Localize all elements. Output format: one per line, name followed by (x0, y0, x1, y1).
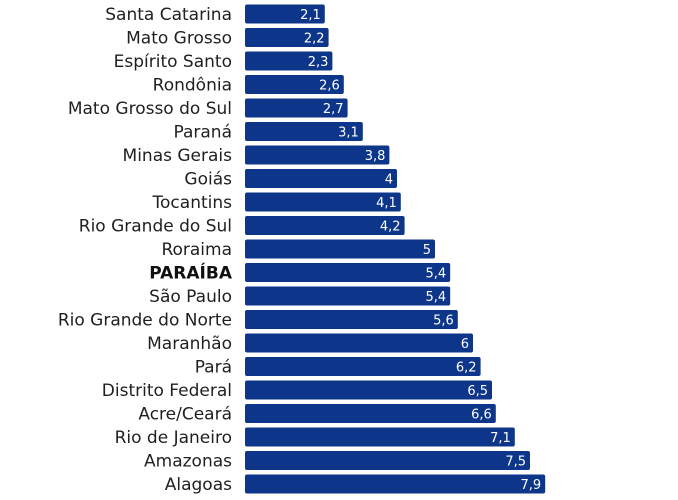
category-label-7: Goiás (184, 170, 232, 190)
value-label-15: 6,2 (456, 361, 477, 376)
value-label-20: 7,9 (521, 478, 542, 493)
value-label-14: 6 (461, 337, 469, 352)
bar-12 (245, 286, 451, 306)
category-label-4: Mato Grosso do Sul (68, 99, 232, 119)
value-label-8: 4,1 (376, 196, 397, 211)
bar-3 (245, 75, 344, 94)
bar-0 (245, 4, 325, 24)
category-label-16: Distrito Federal (102, 381, 232, 401)
value-label-3: 2,6 (319, 79, 340, 94)
bar-6 (245, 145, 390, 165)
category-label-3: Rondônia (153, 76, 232, 96)
bar-11 (245, 263, 451, 282)
category-label-19: Amazonas (144, 452, 232, 472)
bar-7 (245, 169, 397, 188)
category-label-1: Mato Grosso (126, 29, 232, 49)
value-label-17: 6,6 (471, 408, 492, 423)
value-label-18: 7,1 (490, 431, 511, 446)
bar-5 (245, 122, 363, 141)
category-labels-group: Santa Catarina Mato Grosso Espírito Santo R… (58, 5, 233, 495)
value-label-16: 6,5 (467, 384, 488, 399)
bar-17 (245, 404, 496, 423)
category-label-13: Rio Grande do Norte (58, 311, 232, 331)
value-label-4: 2,7 (323, 102, 344, 117)
bar-14 (245, 333, 473, 353)
bar-19 (245, 451, 530, 470)
category-label-9: Rio Grande do Sul (79, 217, 232, 237)
bar-16 (245, 380, 492, 400)
category-label-0: Santa Catarina (105, 5, 232, 25)
category-label-5: Paraná (173, 123, 232, 143)
category-label-17: Acre/Ceará (138, 405, 232, 425)
bar-15 (245, 357, 481, 376)
value-label-13: 5,6 (433, 314, 454, 329)
value-label-12: 5,4 (426, 290, 447, 305)
bar-2 (245, 51, 333, 71)
category-label-6: Minas Gerais (123, 146, 233, 166)
bar-20 (245, 474, 546, 494)
category-label-15: Pará (195, 358, 232, 378)
bar-10 (245, 239, 435, 259)
value-label-6: 3,8 (365, 149, 386, 164)
value-label-19: 7,5 (505, 455, 526, 470)
bars-group (245, 4, 546, 494)
value-label-5: 3,1 (338, 126, 359, 141)
category-label-11: PARAÍBA (149, 262, 233, 284)
bar-4 (245, 98, 348, 118)
category-label-10: Roraima (161, 240, 232, 260)
bar-1 (245, 28, 329, 47)
category-label-18: Rio de Janeiro (115, 428, 232, 448)
value-label-9: 4,2 (380, 220, 401, 235)
value-label-2: 2,3 (308, 55, 329, 70)
category-label-2: Espírito Santo (114, 52, 232, 72)
category-label-8: Tocantins (152, 193, 233, 213)
bar-18 (245, 427, 515, 447)
bar-13 (245, 310, 458, 329)
value-label-10: 5 (423, 243, 431, 258)
category-label-12: São Paulo (149, 287, 232, 307)
bar-8 (245, 192, 401, 212)
bar-9 (245, 216, 405, 235)
value-labels-group: 2,1 2,2 2,3 2,6 2,7 3,1 3,8 4 4,1 4,2 5 5,4 5,4 5,6 6 6… (300, 8, 541, 493)
category-label-14: Maranhão (147, 334, 232, 354)
value-label-0: 2,1 (300, 8, 321, 23)
value-label-11: 5,4 (426, 267, 447, 282)
value-label-1: 2,2 (304, 32, 325, 47)
value-label-7: 4 (385, 173, 393, 188)
category-label-20: Alagoas (165, 475, 232, 495)
